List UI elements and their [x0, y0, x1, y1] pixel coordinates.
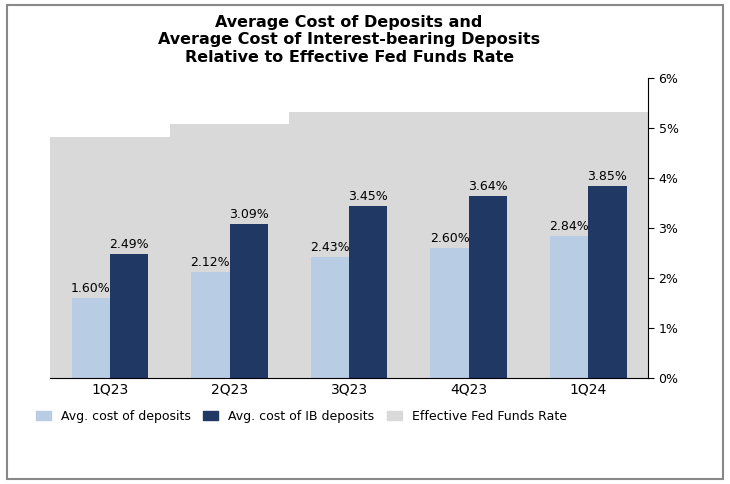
Text: 3.85%: 3.85% — [588, 170, 627, 183]
Title: Average Cost of Deposits and
Average Cost of Interest-bearing Deposits
Relative : Average Cost of Deposits and Average Cos… — [158, 15, 540, 65]
Legend: Avg. cost of deposits, Avg. cost of IB deposits, Effective Fed Funds Rate: Avg. cost of deposits, Avg. cost of IB d… — [36, 409, 566, 423]
Text: 2.84%: 2.84% — [549, 220, 589, 233]
Bar — [431, 248, 469, 378]
FancyBboxPatch shape — [289, 112, 648, 378]
FancyBboxPatch shape — [50, 137, 648, 378]
Bar — [110, 254, 148, 378]
Bar — [469, 197, 507, 378]
Text: 2.12%: 2.12% — [191, 256, 230, 269]
Bar — [229, 224, 268, 378]
Bar — [588, 186, 626, 378]
Bar — [550, 236, 588, 378]
Text: 3.64%: 3.64% — [468, 181, 507, 193]
Text: 2.60%: 2.60% — [430, 232, 469, 245]
FancyBboxPatch shape — [409, 112, 648, 378]
Text: 3.45%: 3.45% — [348, 190, 388, 203]
Bar — [311, 257, 349, 378]
Bar — [349, 206, 388, 378]
Text: 2.43%: 2.43% — [310, 241, 350, 254]
Text: 3.09%: 3.09% — [228, 208, 269, 221]
FancyBboxPatch shape — [170, 124, 648, 378]
Bar — [72, 298, 110, 378]
Text: 1.60%: 1.60% — [71, 282, 111, 295]
Bar — [191, 272, 229, 378]
FancyBboxPatch shape — [529, 112, 648, 378]
Text: 2.49%: 2.49% — [110, 238, 149, 251]
